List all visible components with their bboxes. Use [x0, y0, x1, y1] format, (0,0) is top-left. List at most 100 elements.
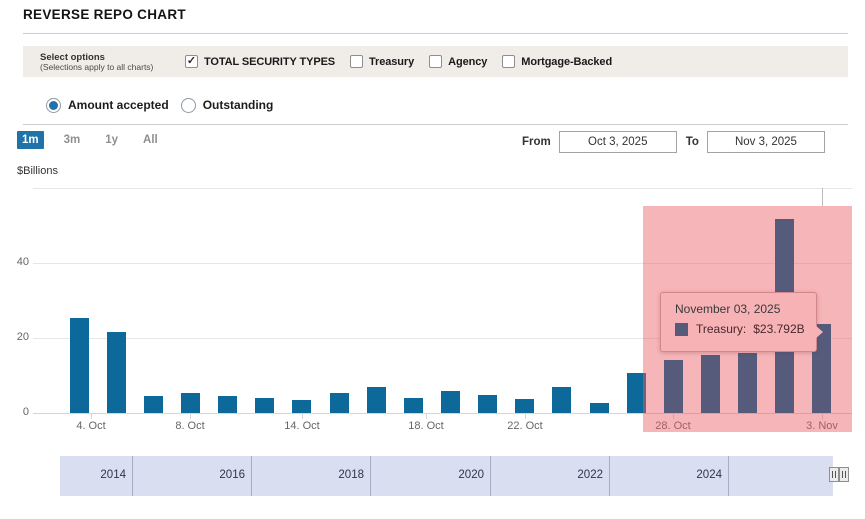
to-date-input[interactable]	[706, 131, 825, 153]
x-tick-label: 3. Nov	[806, 420, 838, 432]
navigator-timeline[interactable]: 2014 2016 2018 2020 2022 2024	[60, 456, 843, 496]
navigator-year-label: 2024	[696, 469, 722, 481]
checkbox-checked-icon[interactable]: ✓	[185, 55, 198, 68]
checkbox-group: ✓ TOTAL SECURITY TYPES Treasury Agency Mortg…	[185, 55, 627, 68]
from-date-input[interactable]	[558, 131, 677, 153]
page-title: REVERSE REPO CHART	[23, 7, 186, 22]
bar-oct-29[interactable]	[701, 355, 720, 413]
x-tick-label: 14. Oct	[284, 420, 320, 432]
checkbox-unchecked-icon[interactable]	[502, 55, 516, 68]
checkbox-label: TOTAL SECURITY TYPES	[204, 55, 336, 68]
gridline-y40	[33, 263, 852, 264]
navigator-year-separator	[132, 456, 133, 496]
bar-oct-22[interactable]	[515, 399, 534, 413]
tooltip-value: $23.792B	[753, 322, 805, 336]
from-label: From	[522, 136, 551, 148]
range-button-3m[interactable]: 3m	[63, 134, 81, 146]
radio-selected-icon[interactable]	[46, 97, 61, 113]
x-tick-label: 18. Oct	[408, 420, 444, 432]
navigator-year-separator	[609, 456, 610, 496]
y-axis-title: $Billions	[17, 165, 58, 177]
x-tick-mark	[426, 414, 427, 419]
radio-item-amount-accepted[interactable]: Amount accepted	[46, 97, 169, 113]
bar-oct-14[interactable]	[292, 400, 311, 413]
navigator-year-label: 2018	[338, 469, 364, 481]
y-tick-label-0: 0	[22, 406, 29, 418]
checkbox-item-mortgage-backed[interactable]: Mortgage-Backed	[502, 55, 612, 68]
select-options-label: Select options (Selections apply to all …	[23, 52, 185, 72]
x-tick-label: 8. Oct	[175, 420, 205, 432]
range-button-1m[interactable]: 1m	[17, 131, 44, 149]
range-button-all[interactable]: All	[143, 134, 158, 146]
bar-oct-3[interactable]	[70, 318, 89, 413]
divider	[23, 33, 848, 34]
bar-oct-7[interactable]	[144, 396, 163, 413]
range-button-1y[interactable]: 1y	[105, 134, 119, 146]
checkbox-unchecked-icon[interactable]	[429, 55, 443, 68]
hover-crosshair	[822, 188, 823, 206]
bar-oct-17[interactable]	[404, 398, 423, 413]
x-tick-mark	[673, 414, 674, 419]
x-tick-label: 4. Oct	[76, 420, 106, 432]
security-type-options-bar: Select options (Selections apply to all …	[23, 46, 848, 77]
checkbox-label: Treasury	[369, 55, 415, 68]
radio-label: Amount accepted	[68, 98, 169, 112]
navigator-year-separator	[370, 456, 371, 496]
bar-oct-8[interactable]	[181, 393, 200, 413]
navigator-year-separator	[728, 456, 729, 496]
bar-oct-27[interactable]	[627, 373, 646, 413]
tooltip-series-row: Treasury: $23.792B	[675, 322, 816, 336]
checkbox-label: Mortgage-Backed	[521, 55, 613, 68]
range-selector: 1m 3m 1y All	[17, 131, 178, 149]
checkbox-unchecked-icon[interactable]	[350, 55, 364, 68]
bar-oct-24[interactable]	[590, 403, 609, 413]
navigator-left-handle[interactable]	[829, 467, 839, 482]
x-tick-label: 22. Oct	[507, 420, 543, 432]
bar-oct-30[interactable]	[738, 353, 757, 413]
chart-tooltip: November 03, 2025 Treasury: $23.792B	[660, 292, 823, 352]
bar-oct-16[interactable]	[367, 387, 386, 413]
navigator-right-handle[interactable]	[839, 467, 849, 482]
checkbox-label: Agency	[448, 55, 488, 68]
navigator-year-label: 2014	[100, 469, 126, 481]
checkbox-item-total-security-types[interactable]: ✓ TOTAL SECURITY TYPES	[185, 55, 335, 68]
x-tick-mark	[91, 414, 92, 419]
x-tick-mark	[822, 414, 823, 419]
navigator-year-label: 2016	[219, 469, 245, 481]
bar-oct-21[interactable]	[478, 395, 497, 413]
navigator-year-label: 2020	[458, 469, 484, 481]
date-range-controls: From To	[522, 131, 825, 153]
x-tick-label: 28. Oct	[655, 420, 691, 432]
select-options-label-line1: Select options	[40, 51, 105, 63]
x-axis-line	[33, 413, 852, 414]
navigator-year-label: 2022	[577, 469, 603, 481]
y-tick-label-40: 40	[16, 256, 29, 268]
navigator-year-separator	[490, 456, 491, 496]
radio-unselected-icon[interactable]	[180, 97, 196, 113]
bar-oct-23[interactable]	[552, 387, 571, 413]
checkbox-item-agency[interactable]: Agency	[429, 55, 487, 68]
series-swatch-icon	[675, 322, 688, 336]
to-label: To	[685, 136, 699, 148]
x-tick-mark	[190, 414, 191, 419]
bar-oct-28[interactable]	[664, 360, 683, 413]
select-options-label-line2: (Selections apply to all charts)	[40, 61, 154, 72]
tooltip-date: November 03, 2025	[675, 302, 781, 316]
gridline-y20	[33, 338, 852, 339]
divider	[23, 124, 848, 125]
radio-item-outstanding[interactable]: Outstanding	[180, 97, 274, 113]
bar-oct-6[interactable]	[107, 332, 126, 413]
tooltip-series-label: Treasury:	[696, 322, 747, 336]
bar-oct-9[interactable]	[218, 396, 237, 413]
x-tick-mark	[302, 414, 303, 419]
checkbox-item-treasury[interactable]: Treasury	[350, 55, 414, 68]
x-tick-mark	[525, 414, 526, 419]
radio-dot	[49, 100, 58, 110]
bar-oct-15[interactable]	[330, 393, 349, 413]
bar-oct-10[interactable]	[255, 398, 274, 413]
radio-label: Outstanding	[202, 98, 274, 112]
metric-toggle-group: Amount accepted Outstanding	[46, 96, 285, 114]
navigator-year-separator	[251, 456, 252, 496]
bar-oct-20[interactable]	[441, 391, 460, 413]
